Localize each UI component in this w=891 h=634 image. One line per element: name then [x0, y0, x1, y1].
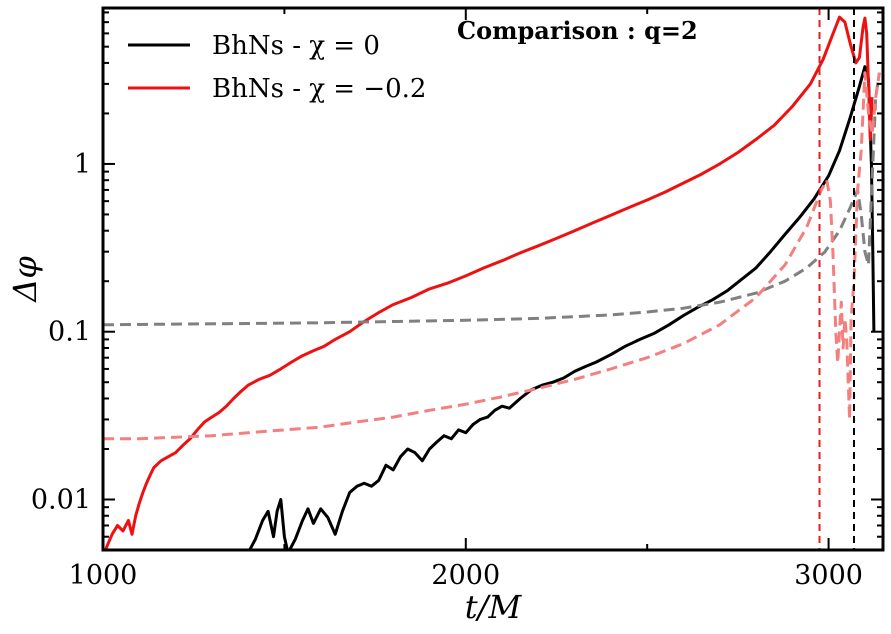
chart-title: Comparison : q=2 [457, 16, 698, 45]
y-axis-title: Δφ [6, 256, 44, 304]
series-layer [103, 15, 881, 550]
tick-layer: 1000 2000 3000 0.01 0.1 1 [31, 8, 883, 591]
legend-label-series-0: BhNs - χ = 0 [212, 31, 380, 61]
x-tick-label-1: 2000 [431, 560, 500, 591]
x-tick-label-0: 1000 [69, 560, 138, 591]
series-line-0 [247, 65, 876, 550]
series-line-2 [103, 72, 881, 327]
x-axis-title: t/M [465, 588, 523, 626]
x-tick-label-2: 3000 [794, 560, 863, 591]
y-tick-label-0: 0.01 [31, 484, 91, 515]
vertical-line-layer [818, 8, 855, 550]
legend-label-series-1: BhNs - χ = −0.2 [212, 74, 426, 104]
series-line-1 [104, 15, 874, 550]
plot-frame [101, 6, 885, 552]
legend: BhNs - χ = 0 BhNs - χ = −0.2 [128, 31, 426, 104]
y-tick-label-1: 0.1 [48, 317, 91, 348]
y-tick-label-2: 1 [74, 149, 91, 180]
series-line-3 [103, 71, 881, 441]
